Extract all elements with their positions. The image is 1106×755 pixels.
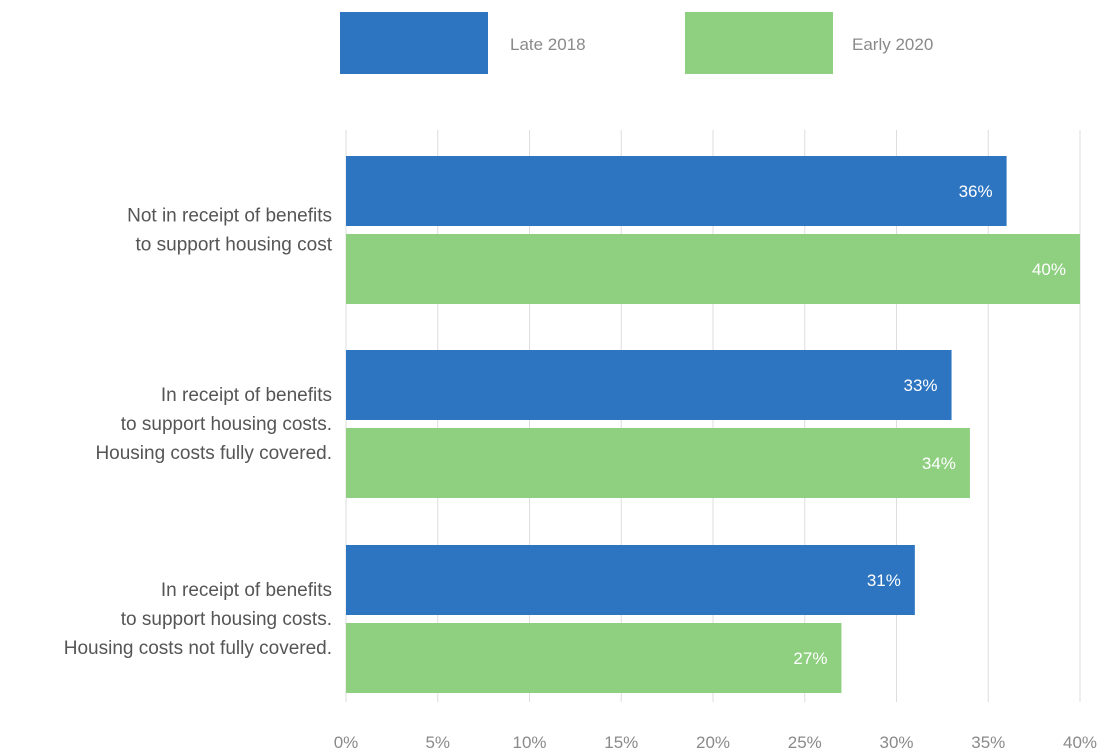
category-label: to support housing costs. xyxy=(121,609,332,630)
category-label: In receipt of benefits xyxy=(161,385,332,406)
data-labels: 36% 40% 33% 34% 31% 27% xyxy=(793,182,1066,668)
bar-early-2020-3 xyxy=(346,623,842,693)
x-tick-label: 20% xyxy=(696,733,730,752)
category-label: to support housing costs. xyxy=(121,414,332,435)
category-label: Not in receipt of benefits xyxy=(127,206,332,227)
bar-late-2018-3 xyxy=(346,545,915,615)
category-label: to support housing cost xyxy=(136,235,333,256)
x-tick-label: 25% xyxy=(788,733,822,752)
data-label: 40% xyxy=(1032,260,1066,279)
data-label: 27% xyxy=(793,649,827,668)
legend-swatch-2 xyxy=(685,12,833,74)
data-label: 36% xyxy=(959,182,993,201)
x-tick-label: 5% xyxy=(425,733,450,752)
x-tick-label: 40% xyxy=(1063,733,1097,752)
x-tick-label: 15% xyxy=(604,733,638,752)
x-tick-label: 0% xyxy=(334,733,359,752)
legend-label-1: Late 2018 xyxy=(510,35,586,54)
category-labels: Not in receipt of benefits to support hou… xyxy=(64,206,333,660)
legend-swatch-1 xyxy=(340,12,488,74)
bar-late-2018-2 xyxy=(346,350,952,420)
x-tick-label: 35% xyxy=(971,733,1005,752)
legend: Late 2018 Early 2020 xyxy=(340,12,933,74)
data-label: 33% xyxy=(904,376,938,395)
category-label: Housing costs not fully covered. xyxy=(64,638,332,659)
bar-early-2020-2 xyxy=(346,428,970,498)
legend-label-2: Early 2020 xyxy=(852,35,933,54)
x-tick-label: 30% xyxy=(879,733,913,752)
category-label: In receipt of benefits xyxy=(161,580,332,601)
bar-late-2018-1 xyxy=(346,156,1007,226)
x-tick-label: 10% xyxy=(512,733,546,752)
data-label: 34% xyxy=(922,454,956,473)
data-label: 31% xyxy=(867,571,901,590)
bars xyxy=(346,156,1080,693)
category-label: Housing costs fully covered. xyxy=(95,443,332,464)
bar-early-2020-1 xyxy=(346,234,1080,304)
x-axis: 0% 5% 10% 15% 20% 25% 30% 35% 40% xyxy=(334,733,1097,752)
